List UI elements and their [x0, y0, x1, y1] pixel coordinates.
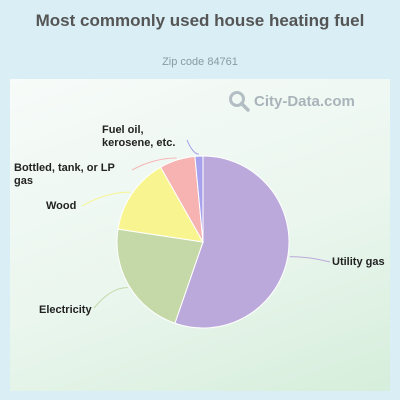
leader-utility-gas — [289, 256, 331, 263]
leader-electricity — [93, 287, 128, 309]
slice-label-utility-gas: Utility gas — [332, 256, 385, 268]
slice-fuel-oil — [194, 155, 204, 243]
watermark: City-Data.com — [228, 90, 355, 112]
chart-subtitle: Zip code 84761 — [162, 56, 238, 68]
slice-label-fuel-oil: Fuel oil, kerosene, etc. — [102, 124, 176, 149]
slice-label-electricity: Electricity — [39, 304, 92, 316]
slice-label-bottled-gas: Bottled, tank, or LP gas — [14, 162, 115, 187]
watermark-text: City-Data.com — [254, 92, 355, 110]
slice-label-wood: Wood — [46, 200, 77, 212]
slice-wood — [117, 166, 204, 243]
chart-title: Most commonly used house heating fuel — [35, 11, 365, 30]
leader-bottled-gas — [131, 157, 177, 171]
slice-electricity — [116, 228, 204, 324]
leader-wood — [81, 191, 131, 207]
magnifier-icon — [229, 91, 250, 112]
leader-fuel-oil — [186, 139, 199, 155]
